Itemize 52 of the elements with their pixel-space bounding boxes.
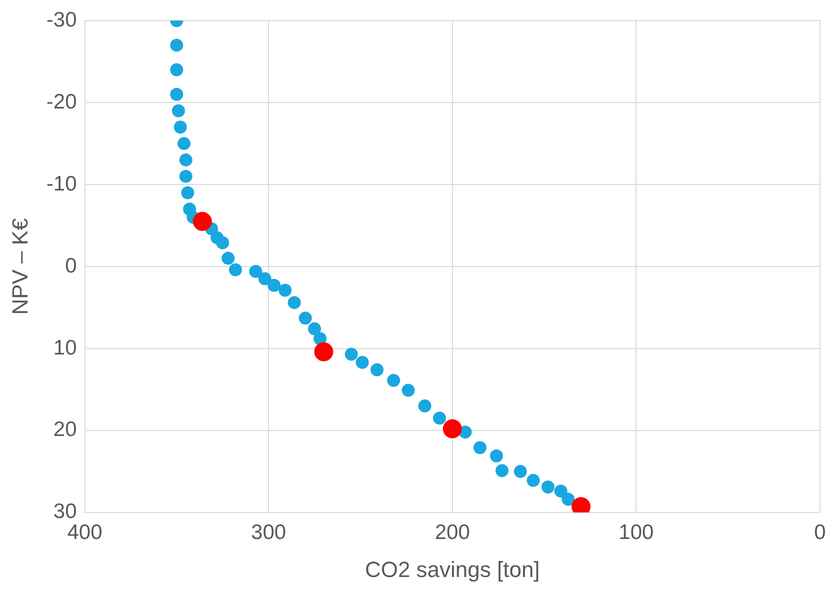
y-axis-title: NPV – K€ [7,218,32,315]
point [181,186,194,200]
point [314,342,334,362]
point [541,480,554,494]
x-tick-label: 100 [618,520,654,544]
point [387,374,400,387]
point [514,464,527,478]
point [442,419,462,438]
point [526,474,540,487]
point [174,120,187,134]
point [170,63,184,76]
point [170,38,184,52]
y-tick-label: 30 [53,500,77,524]
point [278,284,292,297]
point [473,441,486,454]
x-axis-title: CO2 savings [ton] [364,556,540,582]
point [268,278,281,292]
point [402,384,415,397]
point [179,170,192,183]
point [178,137,191,150]
point [418,399,432,412]
point [258,272,272,286]
point [344,348,358,361]
x-tick-label: 300 [251,520,286,544]
x-tick-label: 200 [434,520,470,544]
point [356,356,369,369]
y-tick-label: -20 [46,90,77,114]
point [308,322,322,336]
point [170,88,184,101]
point [433,412,446,425]
x-tick-label: 0 [814,520,826,544]
point [370,363,384,376]
point [228,263,242,276]
y-tick-label: 0 [65,254,77,278]
point [249,264,262,278]
y-tick-label: 20 [53,418,77,442]
point [172,104,185,118]
point [222,252,235,265]
point [216,236,230,250]
point [554,484,568,498]
point [179,153,192,166]
point [562,492,575,506]
point [192,212,212,231]
point [298,312,312,325]
y-tick-label: -10 [46,172,77,196]
point [490,449,503,462]
y-tick-label: 10 [53,336,77,360]
point [288,296,301,310]
point [314,332,327,346]
x-tick-label: 400 [67,520,102,544]
point [496,464,509,478]
y-tick-label: -30 [46,8,77,32]
